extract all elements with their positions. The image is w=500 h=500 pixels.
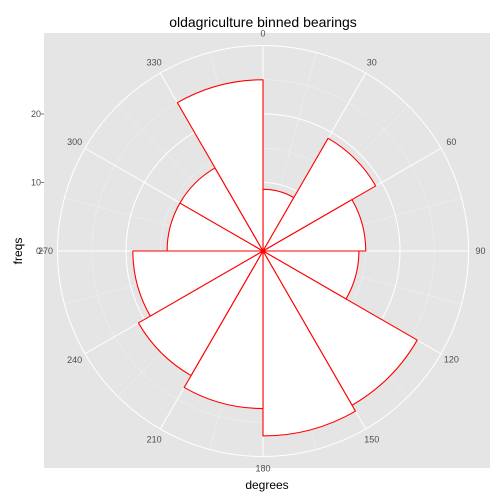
angle-tick-label: 330 xyxy=(147,58,162,68)
angle-tick-label: 90 xyxy=(475,246,485,256)
angle-tick-label: 60 xyxy=(446,137,456,147)
angle-tick-label: 150 xyxy=(364,434,379,444)
bar-wedge-210 xyxy=(137,250,264,377)
chart-title: oldagriculture binned bearings xyxy=(169,14,357,30)
y-axis-title: freqs xyxy=(11,238,25,265)
bar-wedge-30 xyxy=(262,137,377,252)
angle-tick-label: 210 xyxy=(147,434,162,444)
bar-wedge-330 xyxy=(176,79,264,252)
bar-wedge-60 xyxy=(262,199,367,252)
angle-tick-label: 180 xyxy=(255,464,270,474)
bar-wedge-180 xyxy=(183,250,264,410)
angle-tick-label: 240 xyxy=(67,355,82,365)
radial-tick-label: 0 xyxy=(36,246,41,256)
x-axis-title: degrees xyxy=(245,478,288,492)
angle-tick-labels: 0 30 60 90 120 150 180 210 240 270 300 330 xyxy=(38,29,486,474)
radial-tick-label: 10 xyxy=(31,178,41,188)
bar-wedge-150 xyxy=(262,250,357,437)
outer-gridline xyxy=(57,45,469,457)
angle-tick-label: 30 xyxy=(367,58,377,68)
angle-tick-label: 120 xyxy=(444,355,459,365)
radial-tick-labels: 0 10 20 xyxy=(31,109,44,256)
angle-tick-label: 300 xyxy=(67,137,82,147)
bar-wedge-120 xyxy=(262,250,418,406)
angle-tick-label: 0 xyxy=(260,29,265,39)
bar-wedge-240 xyxy=(132,250,264,317)
radial-tick-label: 20 xyxy=(31,109,41,119)
angle-tick-label: 270 xyxy=(38,246,53,256)
bars xyxy=(132,79,418,437)
